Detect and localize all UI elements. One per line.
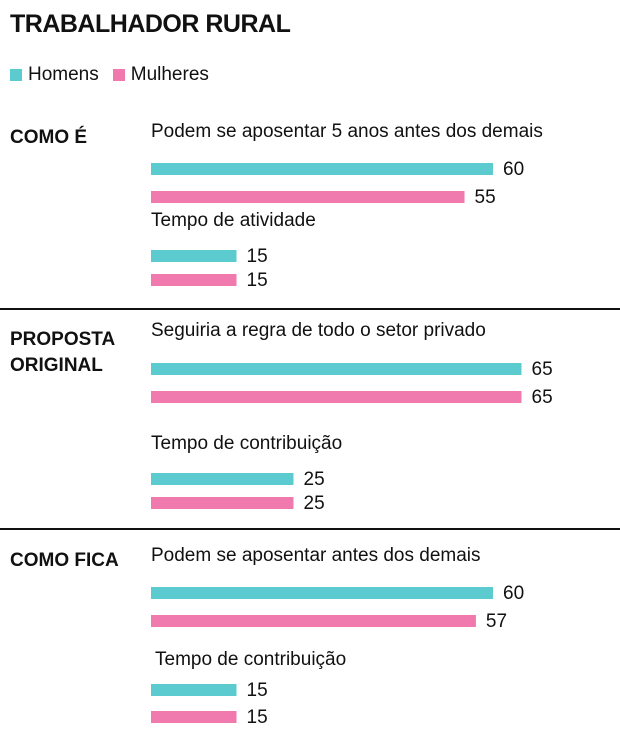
bar-value-label: 15 <box>247 707 268 728</box>
section-divider <box>0 528 620 530</box>
group-label: Podem se aposentar 5 anos antes dos dema… <box>151 121 543 142</box>
bar-mulheres <box>151 711 237 723</box>
legend-label-mulheres: Mulheres <box>130 64 209 85</box>
bar-mulheres <box>151 391 522 403</box>
legend-swatch-homens <box>10 69 22 81</box>
bar-homens <box>151 473 294 485</box>
bar-value-label: 15 <box>247 270 268 291</box>
bar-mulheres <box>151 191 465 203</box>
group-label: Tempo de contribuição <box>151 433 342 454</box>
bar-homens <box>151 163 493 175</box>
group-label: Podem se aposentar antes dos demais <box>151 545 481 566</box>
bar-homens <box>151 587 493 599</box>
legend: Homens Mulheres <box>10 64 223 86</box>
chart-title: TRABALHADOR RURAL <box>10 10 291 38</box>
bar-homens <box>151 250 237 262</box>
section-label-como-e: COMO É <box>10 127 88 148</box>
group-label: Tempo de contribuição <box>155 649 346 670</box>
legend-swatch-mulheres <box>112 69 125 81</box>
bar-value-label: 60 <box>503 159 524 180</box>
section-label-como-fica: COMO FICA <box>10 550 119 571</box>
section-divider <box>0 308 620 310</box>
bar-homens <box>151 684 237 696</box>
legend-label-homens: Homens <box>28 64 99 85</box>
section-label-proposta-original: PROPOSTA ORIGINAL <box>10 329 116 376</box>
group-label: Tempo de atividade <box>151 210 316 231</box>
bar-value-label: 60 <box>503 583 524 604</box>
legend-item-mulheres: Mulheres <box>112 64 209 86</box>
legend-item-homens: Homens <box>10 64 99 86</box>
bar-value-label: 57 <box>486 611 507 632</box>
bar-mulheres <box>151 497 294 509</box>
bar-value-label: 15 <box>247 246 268 267</box>
bar-value-label: 65 <box>532 387 553 408</box>
bar-value-label: 65 <box>532 359 553 380</box>
bar-mulheres <box>151 615 476 627</box>
group-label: Seguiria a regra de todo o setor privado <box>151 320 486 341</box>
bar-value-label: 15 <box>247 680 268 701</box>
bar-value-label: 55 <box>475 187 496 208</box>
bar-homens <box>151 363 522 375</box>
bar-value-label: 25 <box>304 469 325 490</box>
bar-mulheres <box>151 274 237 286</box>
bar-value-label: 25 <box>304 493 325 514</box>
